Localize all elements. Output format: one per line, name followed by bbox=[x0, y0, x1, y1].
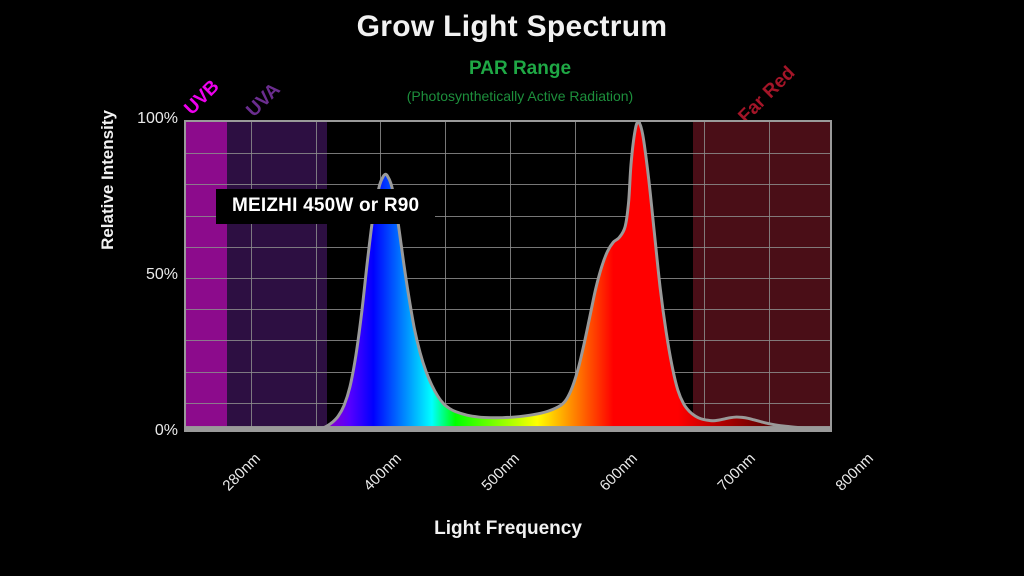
gridline-horizontal bbox=[186, 340, 830, 342]
spectrum-curve bbox=[186, 122, 830, 430]
y-axis-tick-label: 0% bbox=[154, 422, 178, 439]
spectrum-baseline bbox=[186, 426, 830, 430]
y-axis-tick-label: 100% bbox=[137, 110, 178, 127]
gridline-horizontal bbox=[186, 153, 830, 155]
annotation-label: MEIZHI 450W or R90 bbox=[216, 189, 436, 224]
plot-area bbox=[184, 120, 832, 432]
gridline-horizontal bbox=[186, 246, 830, 248]
gridline-horizontal bbox=[186, 371, 830, 373]
gridline-vertical bbox=[769, 122, 771, 430]
band-label-uva: UVA bbox=[242, 79, 285, 122]
y-axis-tick-label: 50% bbox=[145, 266, 178, 283]
gridline-horizontal bbox=[186, 215, 830, 217]
band-region-far-red bbox=[692, 122, 830, 430]
gridline-vertical bbox=[315, 122, 317, 430]
band-region-uvb bbox=[186, 122, 228, 430]
x-axis-tick-label: 400nm bbox=[360, 450, 406, 495]
y-axis-ticks: 0% 50% 100% bbox=[92, 110, 178, 439]
par-range-title: PAR Range bbox=[468, 58, 572, 79]
gridline-horizontal bbox=[186, 309, 830, 311]
x-axis-tick-label: 600nm bbox=[596, 450, 641, 495]
gridline-vertical bbox=[250, 122, 252, 430]
band-region-uva bbox=[227, 122, 328, 430]
x-axis-tick-label: 500nm bbox=[478, 450, 524, 495]
par-range-subtitle: (Photosynthetically Active Radiation) bbox=[406, 88, 634, 104]
x-axis-tick-label: 800nm bbox=[832, 450, 877, 495]
gridline-vertical bbox=[704, 122, 706, 430]
gridline-vertical bbox=[510, 122, 511, 430]
x-axis-title: Light Frequency bbox=[434, 518, 582, 539]
gridline-horizontal bbox=[186, 278, 830, 279]
gridline-vertical bbox=[445, 122, 447, 430]
band-label-uvb: UVB bbox=[180, 76, 224, 120]
gridline-horizontal bbox=[186, 402, 830, 404]
x-axis-ticks: 280nm 400nm 500nm 600nm 700nm 800nm bbox=[0, 444, 1024, 514]
x-axis-tick-label: 700nm bbox=[714, 450, 759, 495]
page-title: Grow Light Spectrum bbox=[356, 10, 668, 43]
gridline-horizontal bbox=[186, 184, 830, 186]
spectrum-outline bbox=[186, 122, 830, 430]
x-axis-tick-label: 280nm bbox=[219, 450, 264, 495]
spectrum-fill bbox=[186, 122, 830, 430]
gridline-vertical bbox=[574, 122, 576, 430]
